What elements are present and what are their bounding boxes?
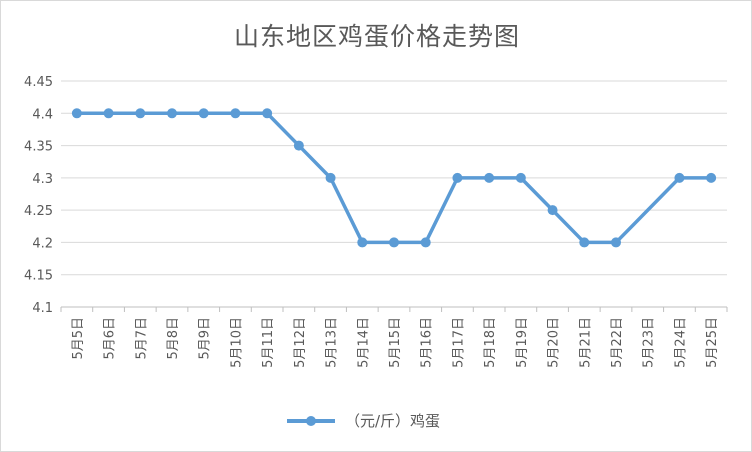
y-tick-label: 4.15 [24, 269, 53, 284]
legend-label: （元/斤）鸡蛋 [345, 412, 440, 430]
data-point [230, 108, 241, 119]
series-line [76, 111, 712, 245]
data-point [579, 237, 590, 248]
chart-title: 山东地区鸡蛋价格走势图 [234, 22, 520, 51]
data-point [103, 108, 114, 119]
data-point [674, 172, 685, 183]
x-tick-label: 5月16日 [420, 317, 435, 368]
y-tick-label: 4.3 [32, 172, 53, 187]
data-point [484, 172, 495, 183]
x-tick-label: 5月21日 [578, 317, 593, 368]
data-point [452, 172, 463, 183]
y-tick-label: 4.35 [24, 140, 53, 155]
x-tick-label: 5月22日 [610, 317, 625, 368]
x-tick-label: 5月20日 [547, 317, 562, 368]
y-tick-label: 4.2 [32, 236, 53, 251]
x-tick-label: 5月17日 [451, 317, 466, 368]
series-layer [71, 108, 717, 248]
data-point [611, 237, 621, 248]
x-tick-label: 5月7日 [134, 317, 149, 360]
x-tick-label: 5月6日 [103, 317, 118, 360]
data-point [389, 237, 399, 248]
x-tick-label: 5月12日 [293, 317, 308, 368]
x-tick-label: 5月13日 [325, 317, 340, 368]
data-point [325, 172, 336, 183]
y-axis: 4.1 4.15 4.2 4.25 4.3 4.35 4.4 4.45 [24, 75, 53, 316]
x-tick-label: 5月9日 [198, 317, 213, 360]
legend-dot-marker [306, 416, 316, 426]
x-tick-label: 5月23日 [642, 317, 657, 368]
data-point [547, 205, 558, 216]
x-tick-label: 5月24日 [673, 317, 688, 368]
x-tick-label: 5月5日 [71, 317, 86, 360]
y-tick-label: 4.25 [24, 204, 53, 219]
data-point [198, 108, 209, 119]
legend: （元/斤）鸡蛋 [287, 412, 440, 430]
x-tick-label: 5月11日 [261, 317, 276, 368]
y-tick-label: 4.45 [24, 75, 53, 90]
x-tick-label: 5月8日 [166, 317, 181, 360]
data-point [293, 140, 304, 151]
x-tick-label: 5月15日 [388, 317, 403, 368]
data-point [71, 108, 82, 119]
y-tick-label: 4.4 [32, 107, 53, 122]
data-point [357, 237, 368, 248]
data-point [706, 172, 717, 183]
y-tick-label: 4.1 [32, 301, 53, 316]
x-axis: 5月5日 5月6日 5月7日 5月8日 5月9日 5月10日 5月11日 5月12日 5月13日… [60, 307, 728, 368]
data-point [420, 237, 431, 248]
data-point [167, 108, 177, 119]
x-tick-label: 5月25日 [705, 317, 720, 368]
x-tick-label: 5月18日 [483, 317, 498, 368]
x-tick-label: 5月10日 [229, 317, 244, 368]
x-tick-label: 5月19日 [515, 317, 530, 368]
data-point [515, 172, 526, 183]
x-tick-label: 5月14日 [356, 317, 371, 368]
data-point [135, 108, 146, 119]
data-point [262, 108, 273, 119]
